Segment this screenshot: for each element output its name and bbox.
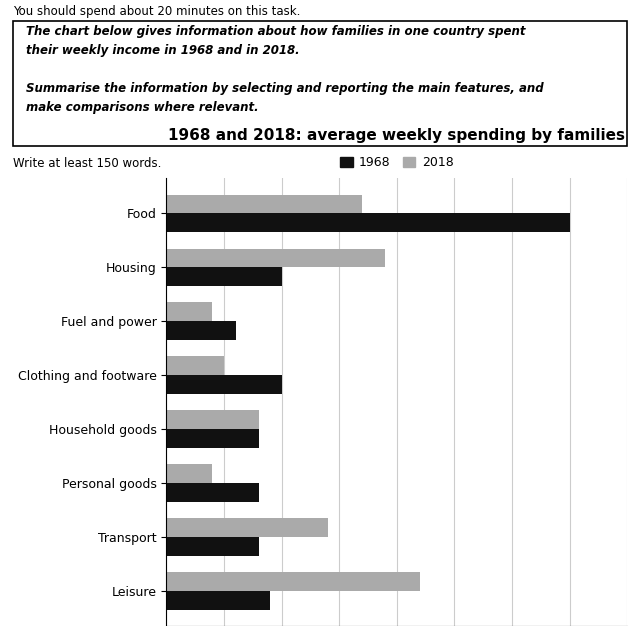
Bar xyxy=(166,483,259,502)
Bar xyxy=(166,249,385,267)
Bar xyxy=(166,429,259,448)
Title: 1968 and 2018: average weekly spending by families: 1968 and 2018: average weekly spending b… xyxy=(168,128,625,143)
FancyBboxPatch shape xyxy=(13,21,627,146)
Text: The chart below gives information about how families in one country spent
their : The chart below gives information about … xyxy=(26,25,543,114)
Bar xyxy=(166,213,570,232)
Bar xyxy=(166,464,212,483)
Bar xyxy=(166,410,259,429)
Bar xyxy=(166,572,420,591)
Bar xyxy=(166,267,282,286)
Text: Write at least 150 words.: Write at least 150 words. xyxy=(13,157,161,170)
Bar xyxy=(166,591,270,610)
Text: You should spend about 20 minutes on this task.: You should spend about 20 minutes on thi… xyxy=(13,6,300,18)
Bar xyxy=(166,356,224,375)
Bar xyxy=(166,195,362,213)
Legend: 1968, 2018: 1968, 2018 xyxy=(335,151,458,174)
Bar xyxy=(166,537,259,556)
Bar xyxy=(166,518,328,537)
Bar xyxy=(166,321,236,340)
Bar xyxy=(166,375,282,394)
Bar xyxy=(166,302,212,321)
